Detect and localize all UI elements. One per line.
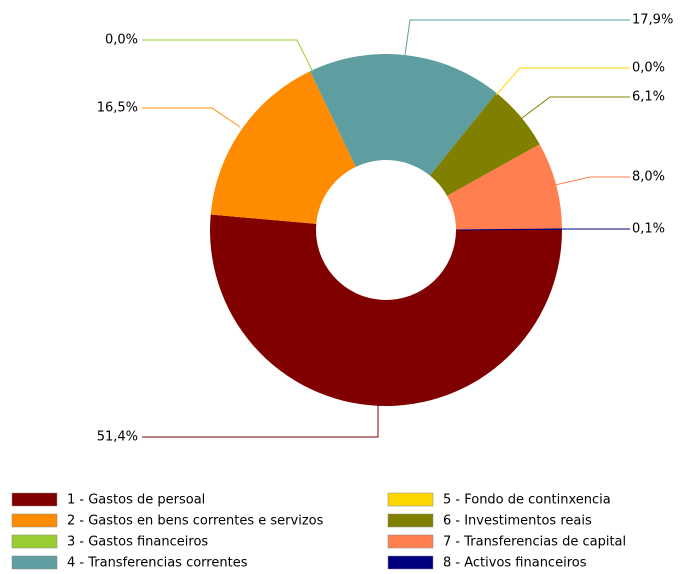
leader-line	[404, 19, 630, 56]
data-label: 8,0%	[632, 170, 665, 185]
data-label: 6,1%	[632, 90, 665, 105]
legend-label: 2 - Gastos en bens correntes e servizos	[67, 514, 324, 529]
leader-line	[142, 107, 241, 128]
legend-swatch	[387, 534, 434, 549]
legend-swatch	[387, 492, 434, 507]
data-label: 51,4%	[97, 430, 138, 445]
legend-label: 6 - Investimentos reais	[443, 514, 592, 529]
legend-label: 5 - Fondo de continxencia	[443, 493, 611, 508]
legend-label: 3 - Gastos financeiros	[67, 535, 208, 550]
leader-line	[521, 96, 630, 119]
data-label: 0,1%	[632, 222, 665, 237]
donut-slice	[310, 54, 497, 176]
leader-line	[142, 405, 379, 438]
data-label: 16,5%	[97, 101, 138, 116]
legend-label: 4 - Transferencias correntes	[67, 556, 248, 571]
legend-label: 7 - Transferencias de capital	[443, 535, 626, 550]
donut-slice	[429, 92, 540, 196]
legend-label: 1 - Gastos de persoal	[67, 493, 205, 508]
legend-swatch	[387, 555, 434, 570]
legend-swatch	[11, 555, 58, 570]
data-label: 0,0%	[632, 61, 665, 76]
legend-swatch	[387, 513, 434, 528]
donut-slice	[210, 71, 356, 224]
legend-swatch	[11, 513, 58, 528]
donut-slice	[210, 214, 562, 406]
legend-swatch	[11, 492, 58, 507]
legend-swatch	[11, 534, 58, 549]
data-label: 17,9%	[632, 13, 673, 28]
donut-slice	[447, 144, 562, 230]
leader-line	[495, 67, 630, 96]
leader-line	[142, 39, 314, 73]
leader-line	[459, 228, 630, 231]
leader-line	[554, 176, 630, 186]
legend-label: 8 - Activos financeiros	[443, 556, 587, 571]
data-label: 0,0%	[105, 33, 138, 48]
